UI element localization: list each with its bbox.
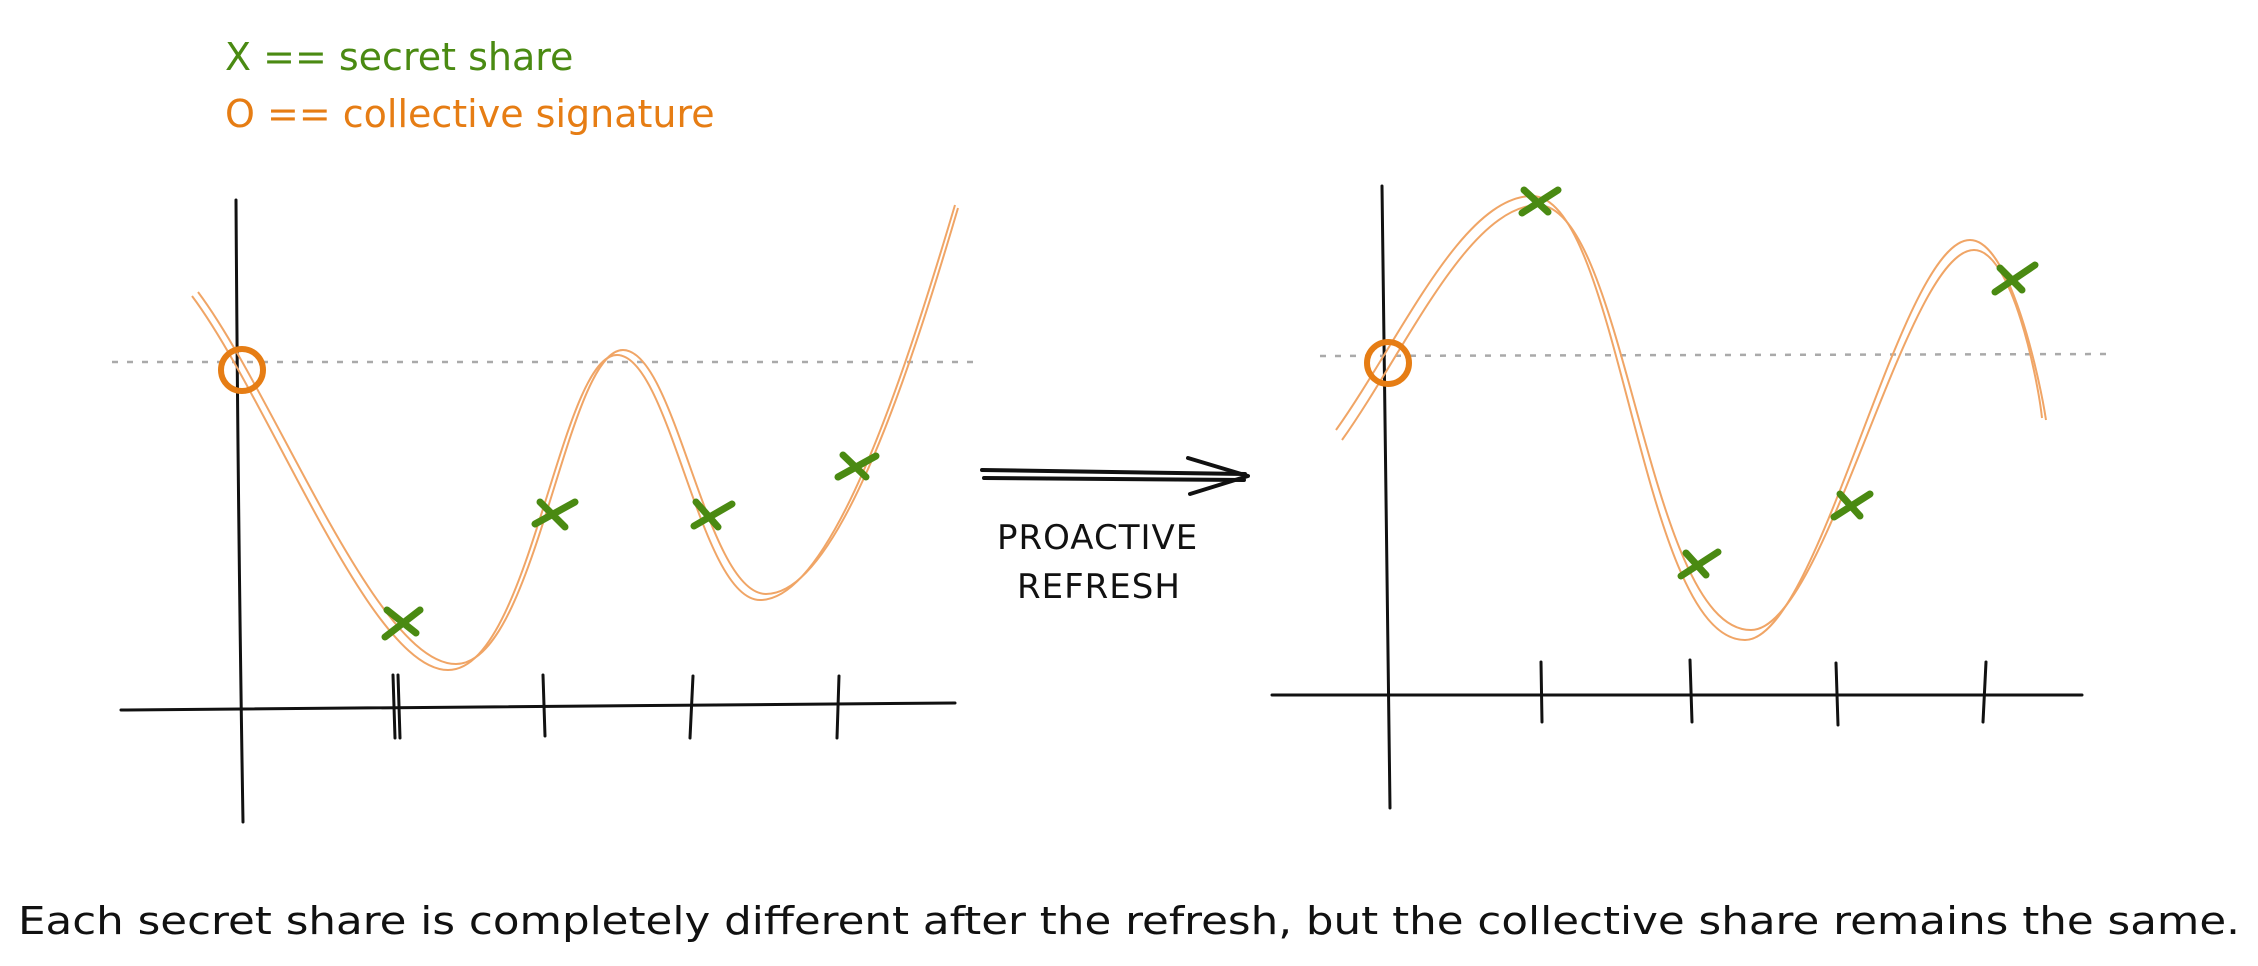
left-tick-1b — [396, 673, 402, 740]
right-y-axis — [1380, 184, 1392, 810]
left-tick-4 — [835, 674, 841, 740]
right-plot — [1270, 184, 2111, 810]
left-plot — [112, 198, 975, 824]
arrow-shaft — [980, 468, 1247, 476]
left-secret-share-1 — [381, 606, 424, 641]
right-tick-2 — [1688, 658, 1694, 724]
caption-text: Each secret share is completely differen… — [18, 899, 2240, 943]
left-secret-share-3 — [690, 498, 736, 531]
left-x-axis — [119, 701, 957, 712]
right-tick-3 — [1834, 661, 1840, 727]
legend-signature-label: O == collective signature — [225, 92, 715, 136]
right-collective-signature-marker — [1364, 339, 1412, 387]
right-secret-share-1 — [1518, 186, 1562, 217]
right-secret-share-2 — [1677, 548, 1722, 580]
left-polynomial-curve-stroke — [197, 207, 959, 666]
left-secret-share-2 — [531, 498, 579, 531]
left-tick-2 — [541, 673, 547, 738]
right-tick-4 — [1981, 660, 1988, 724]
left-collective-signature-marker — [218, 346, 266, 394]
right-secret-share-3 — [1830, 490, 1874, 521]
left-tick-1 — [391, 673, 397, 740]
arrow-head — [1186, 456, 1250, 496]
proactive-refresh-arrow: PROACTIVE REFRESH — [980, 456, 1250, 607]
left-polynomial-curve — [191, 204, 956, 672]
left-secret-share-4 — [834, 451, 880, 481]
right-signature-baseline — [1319, 352, 2111, 358]
right-polynomial-curve-stroke — [1341, 203, 2043, 632]
left-y-axis — [234, 198, 245, 824]
legend: X == secret share O == collective signat… — [225, 35, 715, 136]
right-polynomial-curve — [1335, 194, 2047, 642]
arrow-shaft-2 — [982, 476, 1246, 482]
left-tick-3 — [688, 674, 695, 740]
arrow-label-line1: PROACTIVE — [997, 518, 1198, 558]
legend-share-label: X == secret share — [225, 35, 573, 79]
right-secret-share-4 — [1991, 261, 2039, 296]
right-tick-1 — [1539, 660, 1544, 724]
arrow-label-line2: REFRESH — [1017, 567, 1181, 607]
